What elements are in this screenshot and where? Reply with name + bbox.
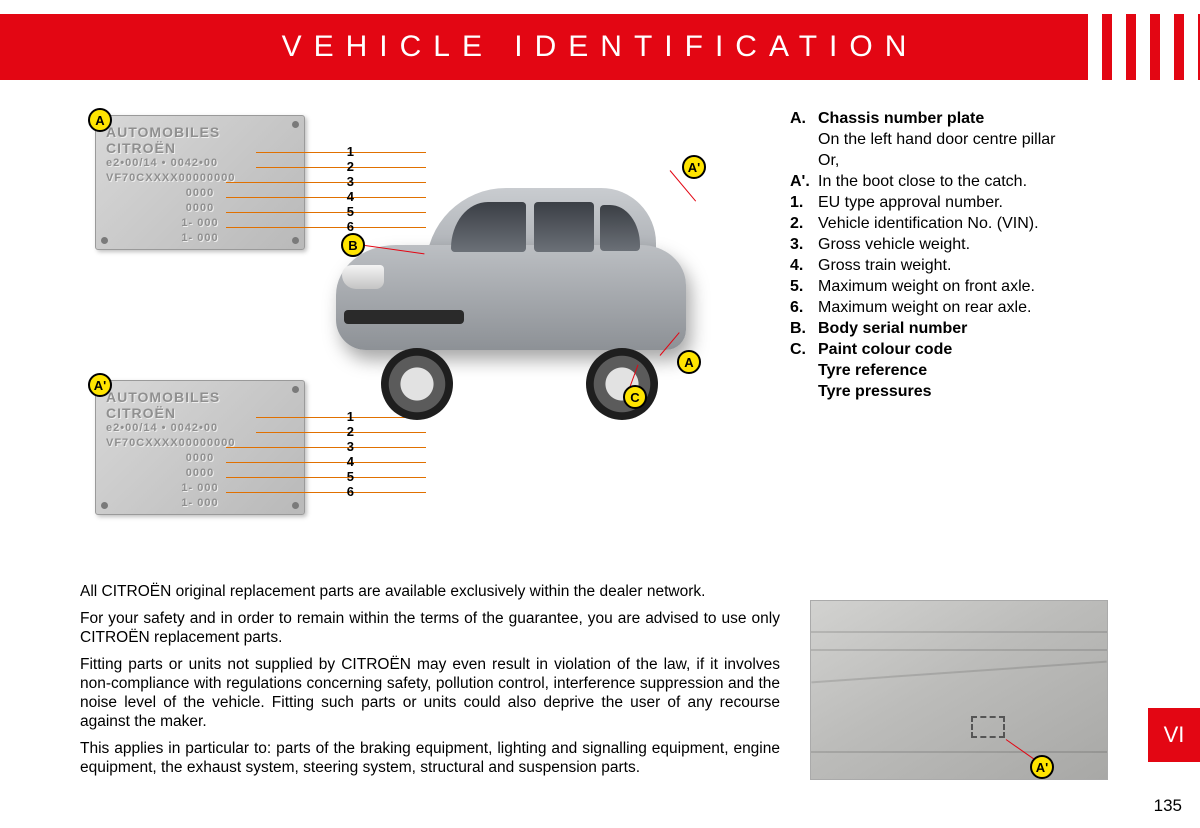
marker-a: A bbox=[88, 108, 112, 132]
paragraph: Fitting parts or units not supplied by C… bbox=[80, 655, 780, 731]
marker-ap-boot: A' bbox=[1030, 755, 1054, 779]
def-text: Vehicle identification No. (VIN). bbox=[818, 213, 1150, 234]
plate-row: 0000 bbox=[106, 466, 294, 481]
marker-ap: A' bbox=[88, 373, 112, 397]
plate-row: 1- 000 bbox=[106, 216, 294, 231]
plate-numbers: 1 2 3 4 5 6 bbox=[347, 409, 354, 499]
def-title: Paint colour code bbox=[818, 341, 952, 358]
def-label: 1. bbox=[790, 192, 818, 213]
def-label: C. bbox=[790, 339, 818, 360]
plate-number: 3 bbox=[347, 439, 354, 454]
plate-row: 1- 000 bbox=[106, 231, 294, 246]
def-label: 6. bbox=[790, 297, 818, 318]
car-illustration bbox=[316, 150, 716, 410]
def-text: In the boot close to the catch. bbox=[818, 171, 1150, 192]
body-text: All CITROËN original replacement parts a… bbox=[80, 582, 780, 785]
def-text: Maximum weight on front axle. bbox=[818, 276, 1150, 297]
def-title: Tyre pressures bbox=[818, 383, 932, 400]
plate-row: 0000 bbox=[106, 201, 294, 216]
plate-row: 1- 000 bbox=[106, 481, 294, 496]
marker-ap-car: A' bbox=[682, 155, 706, 179]
def-text: Gross vehicle weight. bbox=[818, 234, 1150, 255]
def-text: EU type approval number. bbox=[818, 192, 1150, 213]
header-stripes bbox=[1088, 0, 1198, 80]
plate-row: VF70CXXXX00000000 bbox=[106, 171, 294, 186]
definition-list: A.Chassis number plate On the left hand … bbox=[790, 108, 1150, 402]
def-label: 5. bbox=[790, 276, 818, 297]
marker-c-car: C bbox=[623, 385, 647, 409]
section-tab: VI bbox=[1148, 708, 1200, 762]
plate-row: 1- 000 bbox=[106, 496, 294, 511]
def-label: 4. bbox=[790, 255, 818, 276]
def-text: Or, bbox=[790, 150, 1150, 171]
def-label: 3. bbox=[790, 234, 818, 255]
def-title: Chassis number plate bbox=[818, 110, 984, 127]
boot-photo bbox=[810, 600, 1108, 780]
plate-a: AUTOMOBILES CITROËN e2•00/14 • 0042•00 V… bbox=[95, 115, 305, 250]
marker-b-car: B bbox=[341, 233, 365, 257]
def-text: On the left hand door centre pillar bbox=[790, 129, 1150, 150]
paragraph: This applies in particular to: parts of … bbox=[80, 739, 780, 777]
plate-ap: AUTOMOBILES CITROËN e2•00/14 • 0042•00 V… bbox=[95, 380, 305, 515]
def-label: B. bbox=[790, 318, 818, 339]
plate-row: e2•00/14 • 0042•00 bbox=[106, 421, 294, 436]
plate-number: 6 bbox=[347, 484, 354, 499]
plate-number: 4 bbox=[347, 454, 354, 469]
def-text: Gross train weight. bbox=[818, 255, 1150, 276]
plate-number: 1 bbox=[347, 409, 354, 424]
plate-row: 0000 bbox=[106, 451, 294, 466]
header-band: VEHICLE IDENTIFICATION bbox=[0, 14, 1200, 80]
def-title: Tyre reference bbox=[818, 362, 927, 379]
def-title: Body serial number bbox=[818, 320, 967, 337]
plate-row: 0000 bbox=[106, 186, 294, 201]
plate-number: 5 bbox=[347, 469, 354, 484]
marker-a-car: A bbox=[677, 350, 701, 374]
paragraph: For your safety and in order to remain w… bbox=[80, 609, 780, 647]
plate-row: e2•00/14 • 0042•00 bbox=[106, 156, 294, 171]
def-label: 2. bbox=[790, 213, 818, 234]
def-text: Maximum weight on rear axle. bbox=[818, 297, 1150, 318]
plate-number: 2 bbox=[347, 424, 354, 439]
def-label: A. bbox=[790, 108, 818, 129]
page-title: VEHICLE IDENTIFICATION bbox=[282, 30, 919, 64]
plate-row: VF70CXXXX00000000 bbox=[106, 436, 294, 451]
paragraph: All CITROËN original replacement parts a… bbox=[80, 582, 780, 601]
page-number: 135 bbox=[1154, 796, 1182, 816]
def-label: A'. bbox=[790, 171, 818, 192]
